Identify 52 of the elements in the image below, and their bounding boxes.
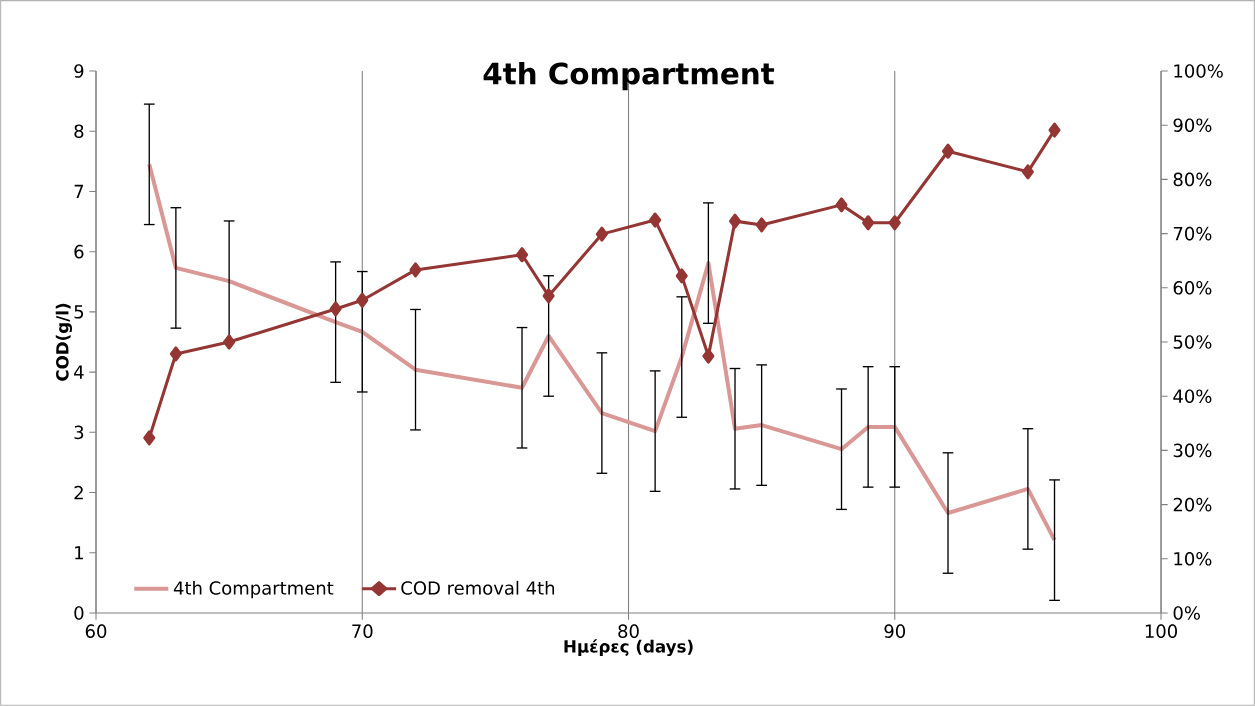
y2-tick-label: 90% (1173, 118, 1212, 132)
y-tick-label: 4 (74, 365, 84, 379)
point (595, 226, 608, 242)
x-axis-title: Ημέρες (days) (564, 639, 693, 657)
point (755, 217, 768, 233)
point (542, 288, 555, 304)
y-tick-label: 2 (74, 485, 83, 500)
point (223, 334, 236, 350)
point (143, 430, 156, 446)
y2-tick-label: 30% (1173, 443, 1212, 458)
y2-tick-label: 10% (1174, 551, 1212, 566)
point (329, 301, 342, 317)
x-tick-label: 60 (85, 624, 107, 638)
point (862, 215, 875, 231)
x-tick-label: 90 (884, 624, 906, 638)
point (702, 348, 715, 364)
point (169, 346, 182, 362)
y-tick-label: 6 (74, 244, 84, 259)
point (941, 143, 955, 159)
point (409, 262, 422, 278)
point (888, 215, 901, 231)
y2-tick-label: 50% (1173, 335, 1212, 349)
legend-label: COD removal 4th (401, 580, 555, 595)
y2-tick-label: 40% (1173, 389, 1212, 403)
x-tick-label: 100 (1145, 624, 1177, 638)
y2-tick-label: 20% (1173, 497, 1212, 512)
y2-tick-label: 0% (1173, 606, 1200, 620)
point (515, 247, 529, 263)
y-tick-label: 1 (75, 546, 83, 560)
point (1048, 122, 1061, 138)
y-tick-label: 3 (74, 425, 84, 440)
point (675, 268, 688, 284)
point (728, 213, 742, 229)
y2-tick-label: 80% (1173, 172, 1212, 187)
point (1021, 164, 1034, 180)
y-tick-label: 5 (74, 305, 84, 319)
y-tick-label: 0 (74, 606, 84, 620)
y-tick-label: 8 (74, 124, 84, 139)
y2-tick-label: 100% (1174, 64, 1223, 78)
legend-label: 4th Compartment (173, 580, 334, 599)
y-axis-title: COD(g/l) (55, 303, 73, 381)
point (835, 197, 848, 213)
line-series (147, 162, 1057, 543)
chart-title: 4th Compartment (483, 61, 775, 91)
y-tick-label: 9 (74, 64, 84, 78)
point (356, 292, 369, 308)
y2-tick-label: 70% (1173, 226, 1212, 241)
point (649, 212, 662, 228)
x-tick-label: 80 (618, 624, 639, 638)
y2-tick-label: 60% (1173, 280, 1212, 295)
x-tick-label: 70 (352, 624, 373, 638)
y-tick-label: 7 (74, 184, 84, 198)
